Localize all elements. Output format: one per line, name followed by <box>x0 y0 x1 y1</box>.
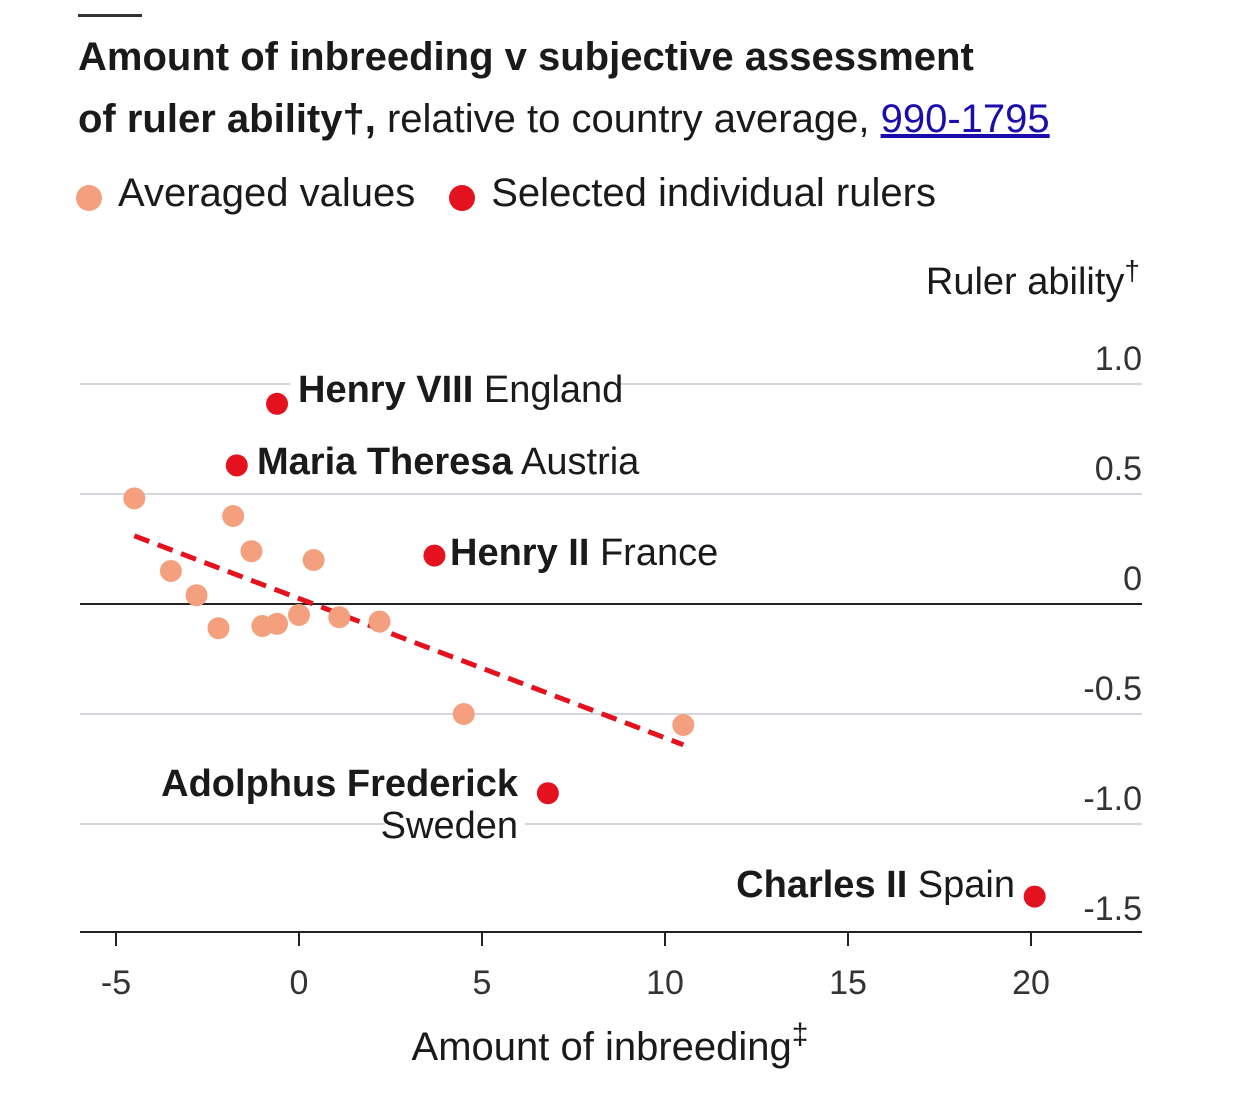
axes: 1.0 0.5 0 -0.5 -1.0 -1.5 -5 0 5 10 15 20 Ruler abili… <box>80 255 1142 1069</box>
averaged-point-12 <box>452 703 475 725</box>
ruler-point-maria-theresa <box>225 454 248 477</box>
x-tick-label: 20 <box>1012 964 1050 1002</box>
grid-lines <box>80 383 1142 825</box>
ruler-label-adolphus-frederick: Adolphus Frederick <box>161 763 519 805</box>
chart-title: Amount of inbreeding v subjective assess… <box>78 26 1198 150</box>
ruler-label-maria-theresa: Maria Theresa Austria <box>257 441 640 483</box>
averaged-point-4 <box>159 560 182 582</box>
legend: Averaged values Selected individual rule… <box>76 168 970 218</box>
y-tick-label: 1.0 <box>1095 340 1142 378</box>
y-tick-label: -1.5 <box>1083 890 1142 928</box>
legend-item-averaged: Averaged values <box>76 171 415 216</box>
title-bold-part: of ruler ability <box>78 97 343 141</box>
averaged-point-3 <box>302 549 325 571</box>
ruler-label-charles-ii: Charles II Spain <box>736 864 1015 906</box>
legend-label-selected: Selected individual rulers <box>491 170 936 215</box>
ruler-name-henry-ii: Henry II <box>450 532 589 574</box>
averaged-point-10 <box>328 606 351 629</box>
y-tick-label: -0.5 <box>1083 670 1142 708</box>
ruler-label-henry-viii: Henry VIII England <box>298 369 623 411</box>
ruler-name-adolphus-frederick: Adolphus Frederick <box>161 763 519 805</box>
averaged-point-5 <box>185 584 208 607</box>
trendline <box>133 533 685 748</box>
averaged-point-0 <box>123 487 146 510</box>
label-mask-sweden <box>385 807 525 843</box>
ruler-country-charles-ii: Spain <box>907 864 1015 906</box>
legend-dot-selected-icon <box>449 185 476 211</box>
ruler-name-henry-viii: Henry VIII <box>298 369 473 411</box>
legend-dot-averaged-icon <box>76 185 102 211</box>
ruler-point-charles-ii <box>1023 885 1046 908</box>
x-tick-label: 5 <box>473 964 492 1002</box>
x-tick-label: 10 <box>646 964 684 1002</box>
x-axis-title-text: Amount of inbreeding <box>412 1025 792 1069</box>
ruler-country-maria-theresa: Austria <box>513 441 641 483</box>
ruler-label-henry-ii: Henry II France <box>450 532 718 574</box>
labels-group: Henry VIII England Maria Theresa Austria H… <box>161 369 1015 906</box>
trendline-group <box>133 533 685 748</box>
x-tick-label: 15 <box>829 964 867 1002</box>
ruler-point-henry-viii <box>266 392 289 415</box>
date-range-link[interactable]: 990-1795 <box>880 97 1050 141</box>
y-axis-title: Ruler ability† <box>926 255 1140 303</box>
averaged-point-9 <box>288 604 310 626</box>
top-rule <box>78 14 142 17</box>
y-axis-title-mark: † <box>1124 255 1140 286</box>
ruler-point-adolphus-frederick <box>536 782 559 805</box>
averaged-point-13 <box>672 714 695 736</box>
title-dagger: †, <box>342 97 376 141</box>
x-axis-title-mark: ‡ <box>792 1018 809 1051</box>
y-axis-title-text: Ruler ability <box>926 261 1125 303</box>
y-tick-label: 0 <box>1123 560 1142 598</box>
x-tick-label: -5 <box>101 964 131 1002</box>
x-axis-title: Amount of inbreeding‡ <box>412 1018 809 1069</box>
legend-item-selected: Selected individual rulers <box>449 171 936 216</box>
points-group <box>123 392 1046 908</box>
title-subtitle: relative to country average, <box>375 97 881 141</box>
averaged-point-11 <box>368 610 391 633</box>
averaged-point-8 <box>266 612 289 635</box>
averaged-point-1 <box>222 505 245 527</box>
legend-label-averaged: Averaged values <box>118 170 416 215</box>
ruler-point-henry-ii <box>423 544 446 567</box>
x-tick-label: 0 <box>290 964 309 1002</box>
ruler-country-henry-viii: England <box>473 369 623 411</box>
label-mask-henry-viii <box>290 370 620 410</box>
y-tick-label: 0.5 <box>1095 450 1142 488</box>
title-line-2: of ruler ability†, relative to country a… <box>78 88 1198 150</box>
title-line-1: Amount of inbreeding v subjective assess… <box>78 35 974 79</box>
averaged-point-6 <box>207 617 230 640</box>
ruler-name-maria-theresa: Maria Theresa <box>257 441 513 483</box>
y-tick-label: -1.0 <box>1083 780 1142 818</box>
ruler-country-henry-ii: France <box>589 532 718 574</box>
ruler-country-sweden: Sweden <box>381 805 518 847</box>
averaged-point-2 <box>240 540 263 563</box>
ruler-name-charles-ii: Charles II <box>736 864 907 906</box>
